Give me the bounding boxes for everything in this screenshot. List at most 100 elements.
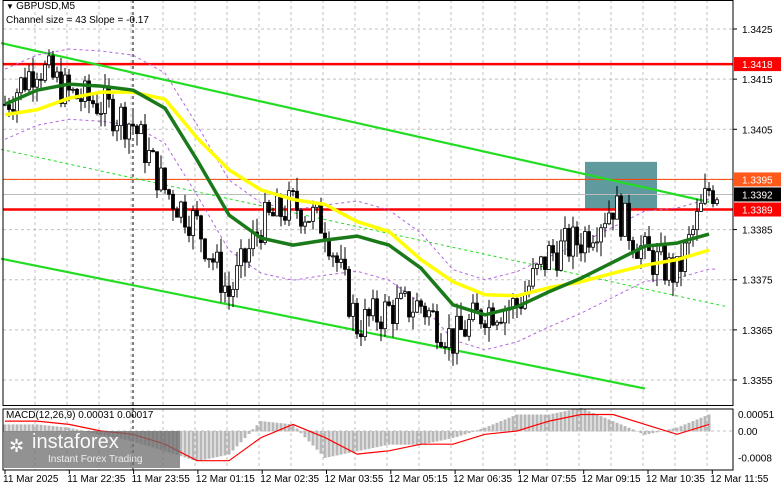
candle-bear — [587, 231, 591, 248]
macd-histogram-bar — [531, 414, 535, 432]
macd-histogram-bar — [523, 414, 527, 432]
candle-bear — [367, 309, 371, 317]
macd-histogram-bar — [359, 431, 363, 451]
price-marker-label: 1.3392 — [742, 190, 773, 201]
macd-histogram-bar — [35, 424, 39, 432]
candle-bear — [219, 251, 223, 293]
macd-histogram-bar — [615, 422, 619, 432]
candle-bull — [47, 55, 51, 66]
candle-bull — [455, 315, 459, 354]
candle-bull — [531, 268, 535, 287]
candle-bear — [407, 291, 411, 318]
time-tick-label: 12 Mar 11:55 — [710, 474, 769, 485]
candle-bear — [143, 124, 147, 163]
candle-bear — [707, 188, 711, 192]
macd-histogram-bar — [387, 431, 391, 445]
price-marker — [734, 57, 781, 72]
macd-histogram-bar — [583, 409, 587, 432]
macd-histogram-bar — [299, 431, 303, 434]
candle-bull — [159, 167, 163, 191]
candle-bear — [543, 256, 547, 270]
candle-bull — [147, 150, 151, 163]
candle-bull — [599, 227, 603, 243]
candle-bull — [247, 248, 251, 263]
candle-bull — [179, 201, 183, 218]
candle-bull — [639, 245, 643, 259]
candle-bear — [175, 208, 179, 218]
candle-bull — [207, 258, 211, 261]
macd-histogram-bar — [699, 417, 703, 432]
candle-bear — [131, 123, 135, 127]
candle-bull — [63, 74, 67, 104]
candle-bull — [615, 195, 619, 220]
macd-histogram-bar — [303, 431, 307, 438]
macd-label: MACD(12,26,9) 0.00031 0.00017 — [6, 410, 154, 421]
candle-bull — [55, 71, 59, 78]
macd-histogram-bar — [555, 412, 559, 432]
price-marker — [734, 187, 781, 202]
candle-bull — [307, 220, 311, 223]
axis-labels: 1.3425 1.3415 1.3405 1.3385 1.3375 1.3365 1.33… — [3, 25, 781, 485]
price-channel — [0, 41, 726, 390]
macd-histogram-bar — [639, 431, 643, 434]
macd-histogram-bar — [591, 412, 595, 432]
macd-histogram-bar — [251, 429, 255, 432]
candle-bull — [623, 202, 627, 237]
candle-bear — [187, 226, 191, 236]
candle-bull — [15, 92, 19, 112]
macd-histogram-bar — [499, 421, 503, 432]
candle-bull — [115, 125, 119, 132]
macd-histogram-bar — [187, 431, 191, 459]
macd-histogram-bar — [311, 431, 315, 446]
candle-bull — [571, 226, 575, 257]
candle-bear — [195, 210, 199, 217]
price-marker-label: 1.3395 — [742, 175, 773, 186]
macd-histogram-bar — [363, 431, 367, 450]
ma-fast-line — [4, 82, 710, 317]
macd-histogram-bar — [19, 424, 23, 432]
macd-histogram-bar — [343, 431, 347, 454]
macd-histogram-bar — [495, 422, 499, 432]
candle-bull — [27, 71, 31, 91]
candle-bull — [383, 301, 387, 330]
price-tick-label: 1.3365 — [742, 326, 773, 337]
candle-bear — [267, 201, 271, 213]
candle-bear — [483, 323, 487, 328]
collapse-triangle-icon[interactable]: ▼ — [6, 2, 17, 11]
candle-bull — [595, 241, 599, 244]
candle-bull — [403, 291, 407, 294]
candle-bear — [151, 150, 155, 153]
candle-bull — [539, 256, 543, 265]
candle-bear — [11, 109, 15, 112]
macd-histogram-bar — [623, 426, 627, 432]
candle-bull — [215, 251, 219, 263]
candle-bear — [343, 258, 347, 270]
macd-histogram-bar — [671, 428, 675, 432]
candle-bull — [467, 319, 471, 337]
candle-bear — [155, 151, 159, 191]
price-tick-label: 1.3405 — [742, 125, 773, 136]
price-marker-label: 1.3389 — [742, 206, 773, 217]
candle-bull — [239, 248, 243, 267]
candle-bull — [691, 229, 695, 235]
candle-bull — [535, 263, 539, 269]
macd-histogram-bar — [427, 431, 431, 444]
candle-bull — [351, 302, 355, 317]
price-tick-label: 1.3385 — [742, 226, 773, 237]
main-chart-frame — [2, 0, 734, 406]
candle-bear — [79, 98, 83, 102]
macd-histogram-bar — [527, 414, 531, 432]
instaforex-watermark: ✲ instaforex Instant Forex Trading — [4, 431, 180, 468]
candle-bear — [459, 315, 463, 330]
candle-bear — [567, 228, 571, 257]
macd-histogram-bar — [691, 421, 695, 432]
candle-bear — [423, 305, 427, 318]
macd-histogram-bar — [519, 414, 523, 432]
candle-bear — [439, 341, 443, 348]
macd-histogram-bar — [643, 431, 647, 435]
candle-bear — [95, 103, 99, 114]
price-marker — [734, 202, 781, 217]
candle-bear — [31, 71, 35, 88]
macd-histogram-bar — [75, 429, 79, 432]
